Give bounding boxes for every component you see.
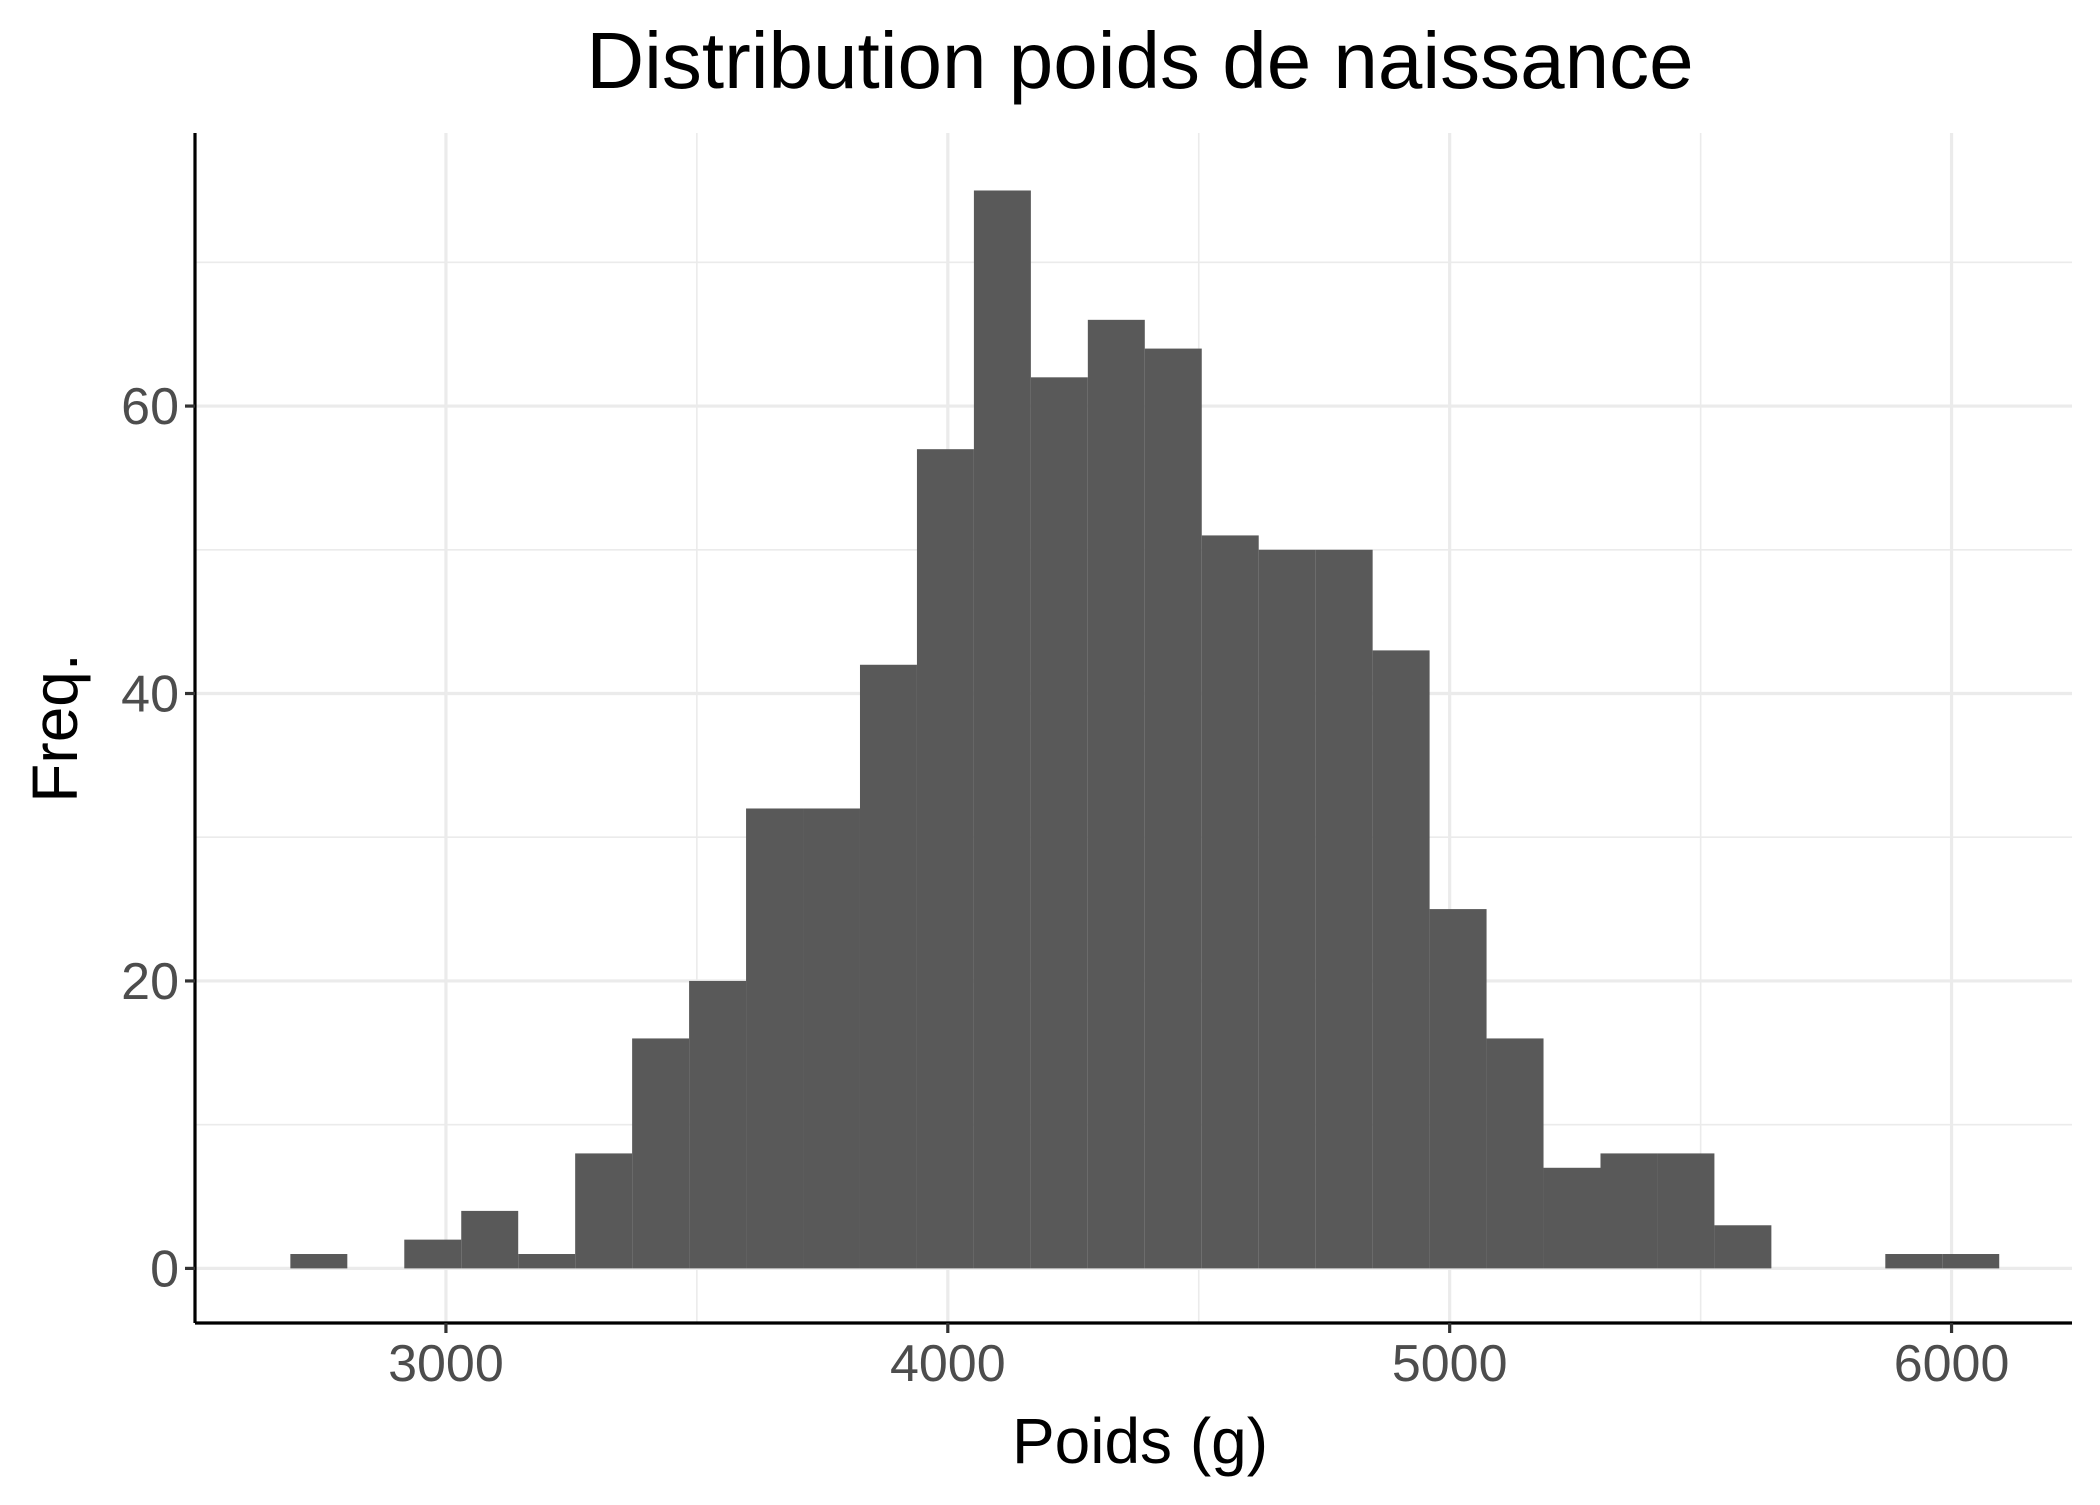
histogram-bar: [1258, 549, 1316, 1269]
histogram-bar: [1600, 1153, 1658, 1269]
y-axis-title: Freq.: [19, 653, 91, 802]
histogram-bar: [1657, 1153, 1715, 1269]
y-tick-label: 40: [121, 666, 179, 724]
y-tick-label: 0: [150, 1240, 179, 1298]
histogram-bar: [518, 1254, 576, 1269]
histogram-bar: [404, 1239, 462, 1269]
histogram-bar: [1087, 319, 1145, 1269]
x-tick-label: 3000: [388, 1335, 504, 1393]
histogram-bar: [1543, 1167, 1601, 1269]
histogram-bar: [1714, 1225, 1772, 1269]
chart-title: Distribution poids de naissance: [586, 16, 1693, 105]
histogram-bar: [1885, 1254, 1943, 1269]
histogram-bar: [461, 1210, 519, 1269]
histogram-bar: [1030, 377, 1088, 1269]
histogram-bar: [916, 449, 974, 1269]
histogram-bar: [632, 1038, 690, 1269]
histogram-bar: [973, 190, 1031, 1269]
histogram-bar: [859, 664, 917, 1269]
y-tick-label: 20: [121, 953, 179, 1011]
x-axis-title: Poids (g): [1012, 1405, 1268, 1477]
x-tick-label: 4000: [890, 1335, 1006, 1393]
histogram-bar: [803, 808, 860, 1269]
bars-layer: [290, 190, 2000, 1269]
histogram-bar: [746, 808, 804, 1269]
histogram-bar: [1201, 535, 1259, 1269]
histogram-bar: [1486, 1038, 1544, 1269]
histogram-bar: [290, 1254, 348, 1269]
x-tick-label: 5000: [1392, 1335, 1508, 1393]
histogram-bar: [1429, 909, 1487, 1269]
y-tick-label: 60: [121, 378, 179, 436]
histogram-bar: [689, 980, 747, 1269]
histogram-bar: [1372, 650, 1430, 1269]
axes-layer: [193, 133, 2072, 1325]
histogram-bar: [1144, 348, 1202, 1269]
ticks-layer: 3000 4000 5000 6000 0 20 40 60: [121, 378, 2009, 1393]
x-tick-label: 6000: [1894, 1335, 2010, 1393]
histogram-bar: [1942, 1254, 2000, 1269]
histogram-bar: [1315, 549, 1373, 1269]
histogram-bar: [575, 1153, 633, 1269]
